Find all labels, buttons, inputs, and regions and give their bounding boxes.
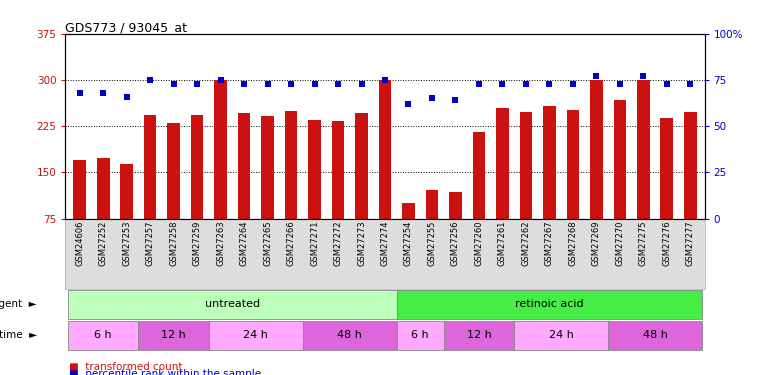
Bar [397,321,444,350]
Bar [661,118,674,219]
Bar [214,80,227,219]
Text: GSM27263: GSM27263 [216,221,225,266]
Bar [120,164,133,219]
Text: GSM27252: GSM27252 [99,221,108,266]
Bar [444,321,514,350]
Text: GSM27277: GSM27277 [686,221,695,266]
Bar [261,116,274,219]
Bar [426,190,438,219]
Bar [73,160,86,219]
Text: GSM27268: GSM27268 [568,221,578,266]
Bar [402,203,415,219]
Text: time  ►: time ► [0,330,37,340]
Text: 12 h: 12 h [161,330,186,340]
Text: GSM27259: GSM27259 [192,221,202,266]
Text: GSM27253: GSM27253 [122,221,131,266]
Text: GSM27257: GSM27257 [146,221,155,266]
Bar [190,115,203,219]
Text: GSM27275: GSM27275 [639,221,648,266]
Text: GSM27255: GSM27255 [427,221,437,266]
Bar [449,192,462,219]
Bar [167,123,180,219]
Bar [303,321,397,350]
Text: GSM27269: GSM27269 [592,221,601,266]
Bar [496,108,509,219]
Bar [68,290,397,319]
Bar [308,120,321,219]
Text: GSM24606: GSM24606 [75,221,84,266]
Bar [514,321,608,350]
Text: 24 h: 24 h [243,330,268,340]
Text: 6 h: 6 h [411,330,429,340]
Bar [684,112,697,219]
Text: untreated: untreated [205,299,259,309]
Text: agent  ►: agent ► [0,299,37,309]
Bar [590,80,603,219]
Text: GSM27276: GSM27276 [662,221,671,266]
Bar [143,115,156,219]
Text: GSM27266: GSM27266 [286,221,296,266]
Text: GSM27260: GSM27260 [474,221,484,266]
Text: GSM27267: GSM27267 [545,221,554,266]
Text: 24 h: 24 h [549,330,574,340]
Text: GSM27274: GSM27274 [380,221,390,266]
Text: 48 h: 48 h [337,330,362,340]
Text: 48 h: 48 h [643,330,668,340]
Bar [355,112,368,219]
Text: GSM27270: GSM27270 [615,221,624,266]
Bar [96,158,109,219]
Text: 12 h: 12 h [467,330,491,340]
Bar [139,321,209,350]
Bar [567,110,580,219]
Text: GSM27262: GSM27262 [521,221,531,266]
Bar [608,321,702,350]
Text: GSM27273: GSM27273 [357,221,366,266]
Bar [68,321,139,350]
Bar [543,106,556,219]
Text: GSM27271: GSM27271 [310,221,319,266]
Text: GDS773 / 93045_at: GDS773 / 93045_at [65,21,187,34]
Text: ■  transformed count: ■ transformed count [69,362,182,372]
Text: GSM27264: GSM27264 [239,221,249,266]
Bar [332,121,344,219]
Text: GSM27256: GSM27256 [451,221,460,266]
Bar [637,80,650,219]
Text: retinoic acid: retinoic acid [515,299,584,309]
Bar [397,290,702,319]
Bar [285,111,297,219]
Text: GSM27261: GSM27261 [498,221,507,266]
Text: 6 h: 6 h [94,330,112,340]
Text: ■  percentile rank within the sample: ■ percentile rank within the sample [69,369,262,375]
Bar [238,112,250,219]
Text: GSM27265: GSM27265 [263,221,272,266]
Bar [473,132,485,219]
Bar [614,100,627,219]
Text: GSM27272: GSM27272 [333,221,343,266]
Text: GSM27258: GSM27258 [169,221,178,266]
Text: GSM27254: GSM27254 [404,221,413,266]
Bar [520,112,532,219]
Bar [379,80,391,219]
Bar [209,321,303,350]
